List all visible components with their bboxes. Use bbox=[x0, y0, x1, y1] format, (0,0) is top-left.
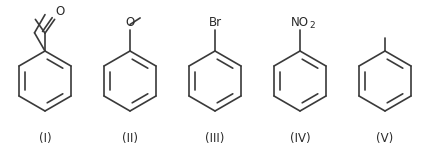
Text: (V): (V) bbox=[377, 132, 394, 145]
Text: Br: Br bbox=[208, 15, 222, 28]
Text: (I): (I) bbox=[39, 132, 52, 145]
Text: 2: 2 bbox=[309, 21, 315, 30]
Text: NO: NO bbox=[291, 15, 309, 28]
Text: (III): (III) bbox=[205, 132, 225, 145]
Text: O: O bbox=[56, 5, 65, 18]
Text: O: O bbox=[125, 15, 135, 28]
Text: (II): (II) bbox=[122, 132, 138, 145]
Text: (IV): (IV) bbox=[289, 132, 310, 145]
